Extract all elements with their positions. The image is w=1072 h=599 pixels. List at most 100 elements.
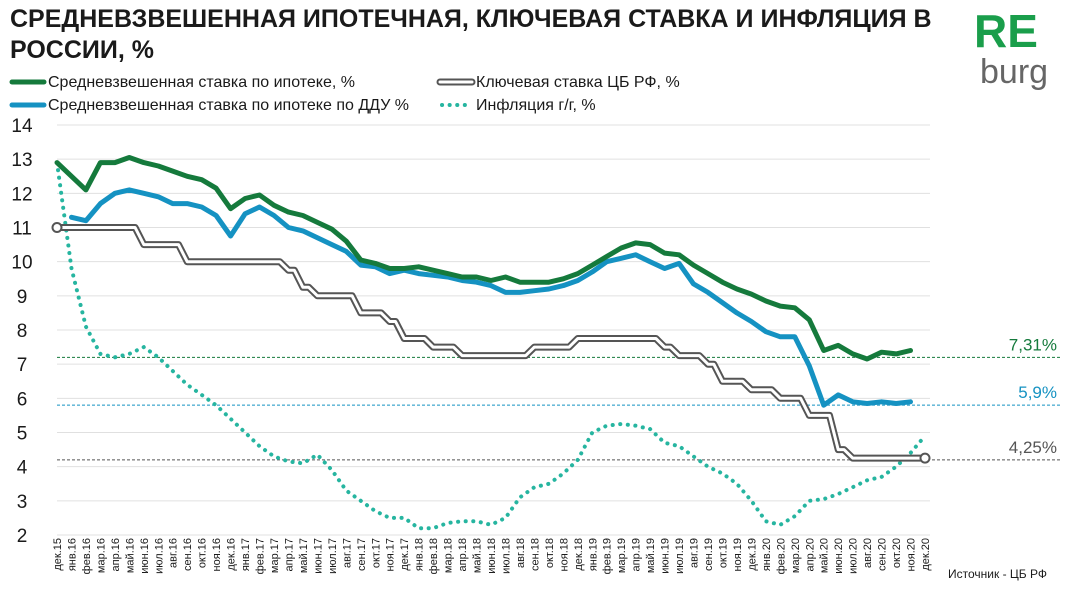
x-tick-label: авг.19 — [689, 538, 701, 568]
series-line-ddu-mortgage — [69, 187, 913, 408]
x-tick-label: ноя.17 — [385, 538, 397, 571]
x-tick-label: апр.17 — [283, 538, 295, 571]
reburg-logo: RE burg — [974, 5, 1048, 91]
y-tick-label: 13 — [11, 150, 32, 171]
x-tick-label: авг.17 — [341, 538, 353, 568]
x-tick-label: сен.20 — [877, 538, 889, 571]
x-tick-label: янв.19 — [587, 538, 599, 571]
y-axis: 2 3 4 5 6 7 8 9 10 11 12 13 14 — [11, 116, 33, 547]
legend-item-ddu: Средневзвешенная ставка по ипотеке по ДД… — [9, 97, 409, 114]
x-tick-label: дек.18 — [573, 538, 585, 571]
x-tick-label: авг.16 — [168, 538, 180, 568]
legend-item-mortgage: Средневзвешенная ставка по ипотеке, % — [9, 74, 355, 91]
y-tick-label: 12 — [11, 184, 32, 205]
x-tick-label: сен.18 — [529, 538, 541, 571]
x-tick-label: янв.16 — [66, 538, 78, 571]
x-tick-label: июн.19 — [660, 538, 672, 574]
x-tick-label: май.19 — [645, 538, 657, 573]
x-tick-label: фев.19 — [602, 538, 614, 574]
x-tick-label: мар.17 — [269, 538, 281, 573]
x-tick-label: апр.20 — [804, 538, 816, 571]
x-tick-label: дек.16 — [226, 538, 238, 571]
y-tick-label: 5 — [17, 424, 28, 445]
x-tick-label: дек.20 — [920, 538, 932, 571]
grid — [57, 124, 930, 536]
end-label-key: 4,25% — [1009, 438, 1057, 457]
y-tick-label: 3 — [17, 492, 28, 513]
x-tick-label: июл.19 — [674, 538, 686, 574]
x-tick-label: май.16 — [124, 538, 136, 573]
y-tick-label: 11 — [12, 219, 32, 240]
x-tick-label: дек.17 — [399, 538, 411, 571]
y-tick-label: 14 — [11, 116, 33, 137]
x-tick-label: май.18 — [472, 538, 484, 573]
x-tick-label: окт.17 — [370, 538, 382, 568]
y-tick-label: 9 — [17, 287, 28, 308]
x-tick-label: июл.18 — [500, 538, 512, 574]
y-tick-label: 7 — [17, 355, 28, 376]
x-tick-label: ноя.18 — [558, 538, 570, 571]
x-tick-label: янв.17 — [240, 538, 252, 571]
x-tick-label: июн.16 — [139, 538, 151, 574]
end-label-mortgage: 7,31% — [1009, 335, 1057, 354]
legend-item-key: Ключевая ставка ЦБ РФ, % — [436, 74, 680, 91]
x-tick-label: янв.20 — [761, 538, 773, 571]
logo-burg: burg — [980, 53, 1048, 91]
x-tick-label: окт.20 — [891, 538, 903, 568]
legend-label-key: Ключевая ставка ЦБ РФ, % — [476, 74, 680, 91]
x-tick-label: май.17 — [298, 538, 310, 573]
x-tick-label: сен.16 — [182, 538, 194, 571]
y-tick-label: 2 — [17, 526, 28, 547]
x-tick-label: июл.17 — [327, 538, 339, 574]
x-axis: дек.15 янв.16 фев.16 мар.16 апр.16 май.16 июн.… — [52, 538, 932, 574]
x-tick-label: фев.18 — [428, 538, 440, 574]
x-tick-label: апр.16 — [110, 538, 122, 571]
x-tick-label: июл.16 — [153, 538, 165, 574]
series — [51, 155, 931, 531]
x-tick-label: июн.17 — [312, 538, 324, 574]
x-tick-label: апр.19 — [631, 538, 643, 571]
key-rate-start-marker — [51, 222, 63, 233]
x-tick-label: окт.19 — [717, 538, 729, 568]
legend-label-mortgage: Средневзвешенная ставка по ипотеке, % — [48, 74, 355, 91]
x-tick-label: сен.17 — [356, 538, 368, 571]
chart-title-line-1: СРЕДНЕВЗВЕШЕННАЯ ИПОТЕЧНАЯ, КЛЮЧЕВАЯ СТА… — [10, 5, 932, 33]
x-tick-label: ноя.20 — [906, 538, 918, 571]
x-tick-label: ноя.19 — [732, 538, 744, 571]
x-tick-label: мар.20 — [790, 538, 802, 573]
legend: Средневзвешенная ставка по ипотеке, % Клю… — [9, 74, 680, 114]
y-tick-label: 4 — [17, 458, 28, 479]
source-note: Источник - ЦБ РФ — [948, 567, 1047, 581]
x-tick-label: мар.18 — [443, 538, 455, 573]
logo-re: RE — [974, 5, 1038, 57]
x-tick-label: авг.20 — [862, 538, 874, 568]
y-tick-label: 10 — [11, 253, 32, 274]
x-tick-label: фев.16 — [81, 538, 93, 574]
x-tick-label: июн.18 — [486, 538, 498, 574]
x-tick-label: янв.18 — [414, 538, 426, 571]
chart-title-line-2: РОССИИ, % — [10, 36, 154, 64]
x-tick-label: фев.17 — [255, 538, 267, 574]
y-tick-label: 6 — [17, 389, 28, 410]
reference-lines: 7,31% 5,9% 4,25% — [57, 335, 1060, 461]
x-tick-label: мар.16 — [95, 538, 107, 573]
x-tick-label: ноя.16 — [211, 538, 223, 571]
x-tick-label: апр.18 — [457, 538, 469, 571]
x-tick-label: дек.15 — [52, 538, 64, 571]
legend-label-ddu: Средневзвешенная ставка по ипотеке по ДД… — [48, 97, 409, 114]
x-tick-label: сен.19 — [703, 538, 715, 571]
key-rate-end-marker — [919, 452, 931, 464]
x-tick-label: авг.18 — [515, 538, 527, 568]
x-tick-label: июн.20 — [833, 538, 845, 574]
legend-item-inflation: Инфляция г/г, % — [440, 97, 596, 114]
x-tick-label: дек.19 — [746, 538, 758, 571]
x-tick-label: фев.20 — [775, 538, 787, 574]
x-tick-label: май.20 — [819, 538, 831, 573]
series-line-inflation — [55, 160, 927, 531]
legend-label-inflation: Инфляция г/г, % — [476, 97, 596, 114]
series-line-mortgage — [54, 155, 913, 362]
x-tick-label: мар.19 — [616, 538, 628, 573]
x-tick-label: окт.16 — [197, 538, 209, 568]
y-tick-label: 8 — [17, 321, 28, 342]
